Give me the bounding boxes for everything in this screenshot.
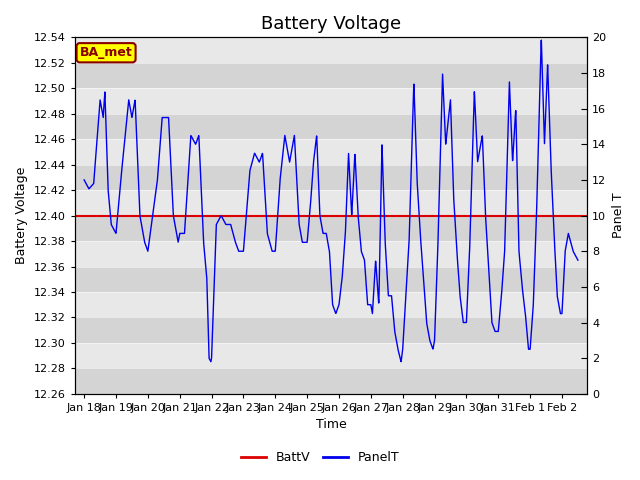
Legend: BattV, PanelT: BattV, PanelT bbox=[236, 446, 404, 469]
Bar bbox=[75, 266, 588, 292]
Title: Battery Voltage: Battery Voltage bbox=[261, 15, 401, 33]
Y-axis label: Panel T: Panel T bbox=[612, 193, 625, 239]
Text: BA_met: BA_met bbox=[80, 46, 132, 59]
Bar bbox=[75, 114, 588, 139]
Bar bbox=[75, 216, 588, 241]
Bar bbox=[75, 165, 588, 190]
Bar bbox=[75, 368, 588, 394]
Y-axis label: Battery Voltage: Battery Voltage bbox=[15, 167, 28, 264]
X-axis label: Time: Time bbox=[316, 419, 346, 432]
Bar bbox=[75, 317, 588, 343]
Bar bbox=[75, 63, 588, 88]
